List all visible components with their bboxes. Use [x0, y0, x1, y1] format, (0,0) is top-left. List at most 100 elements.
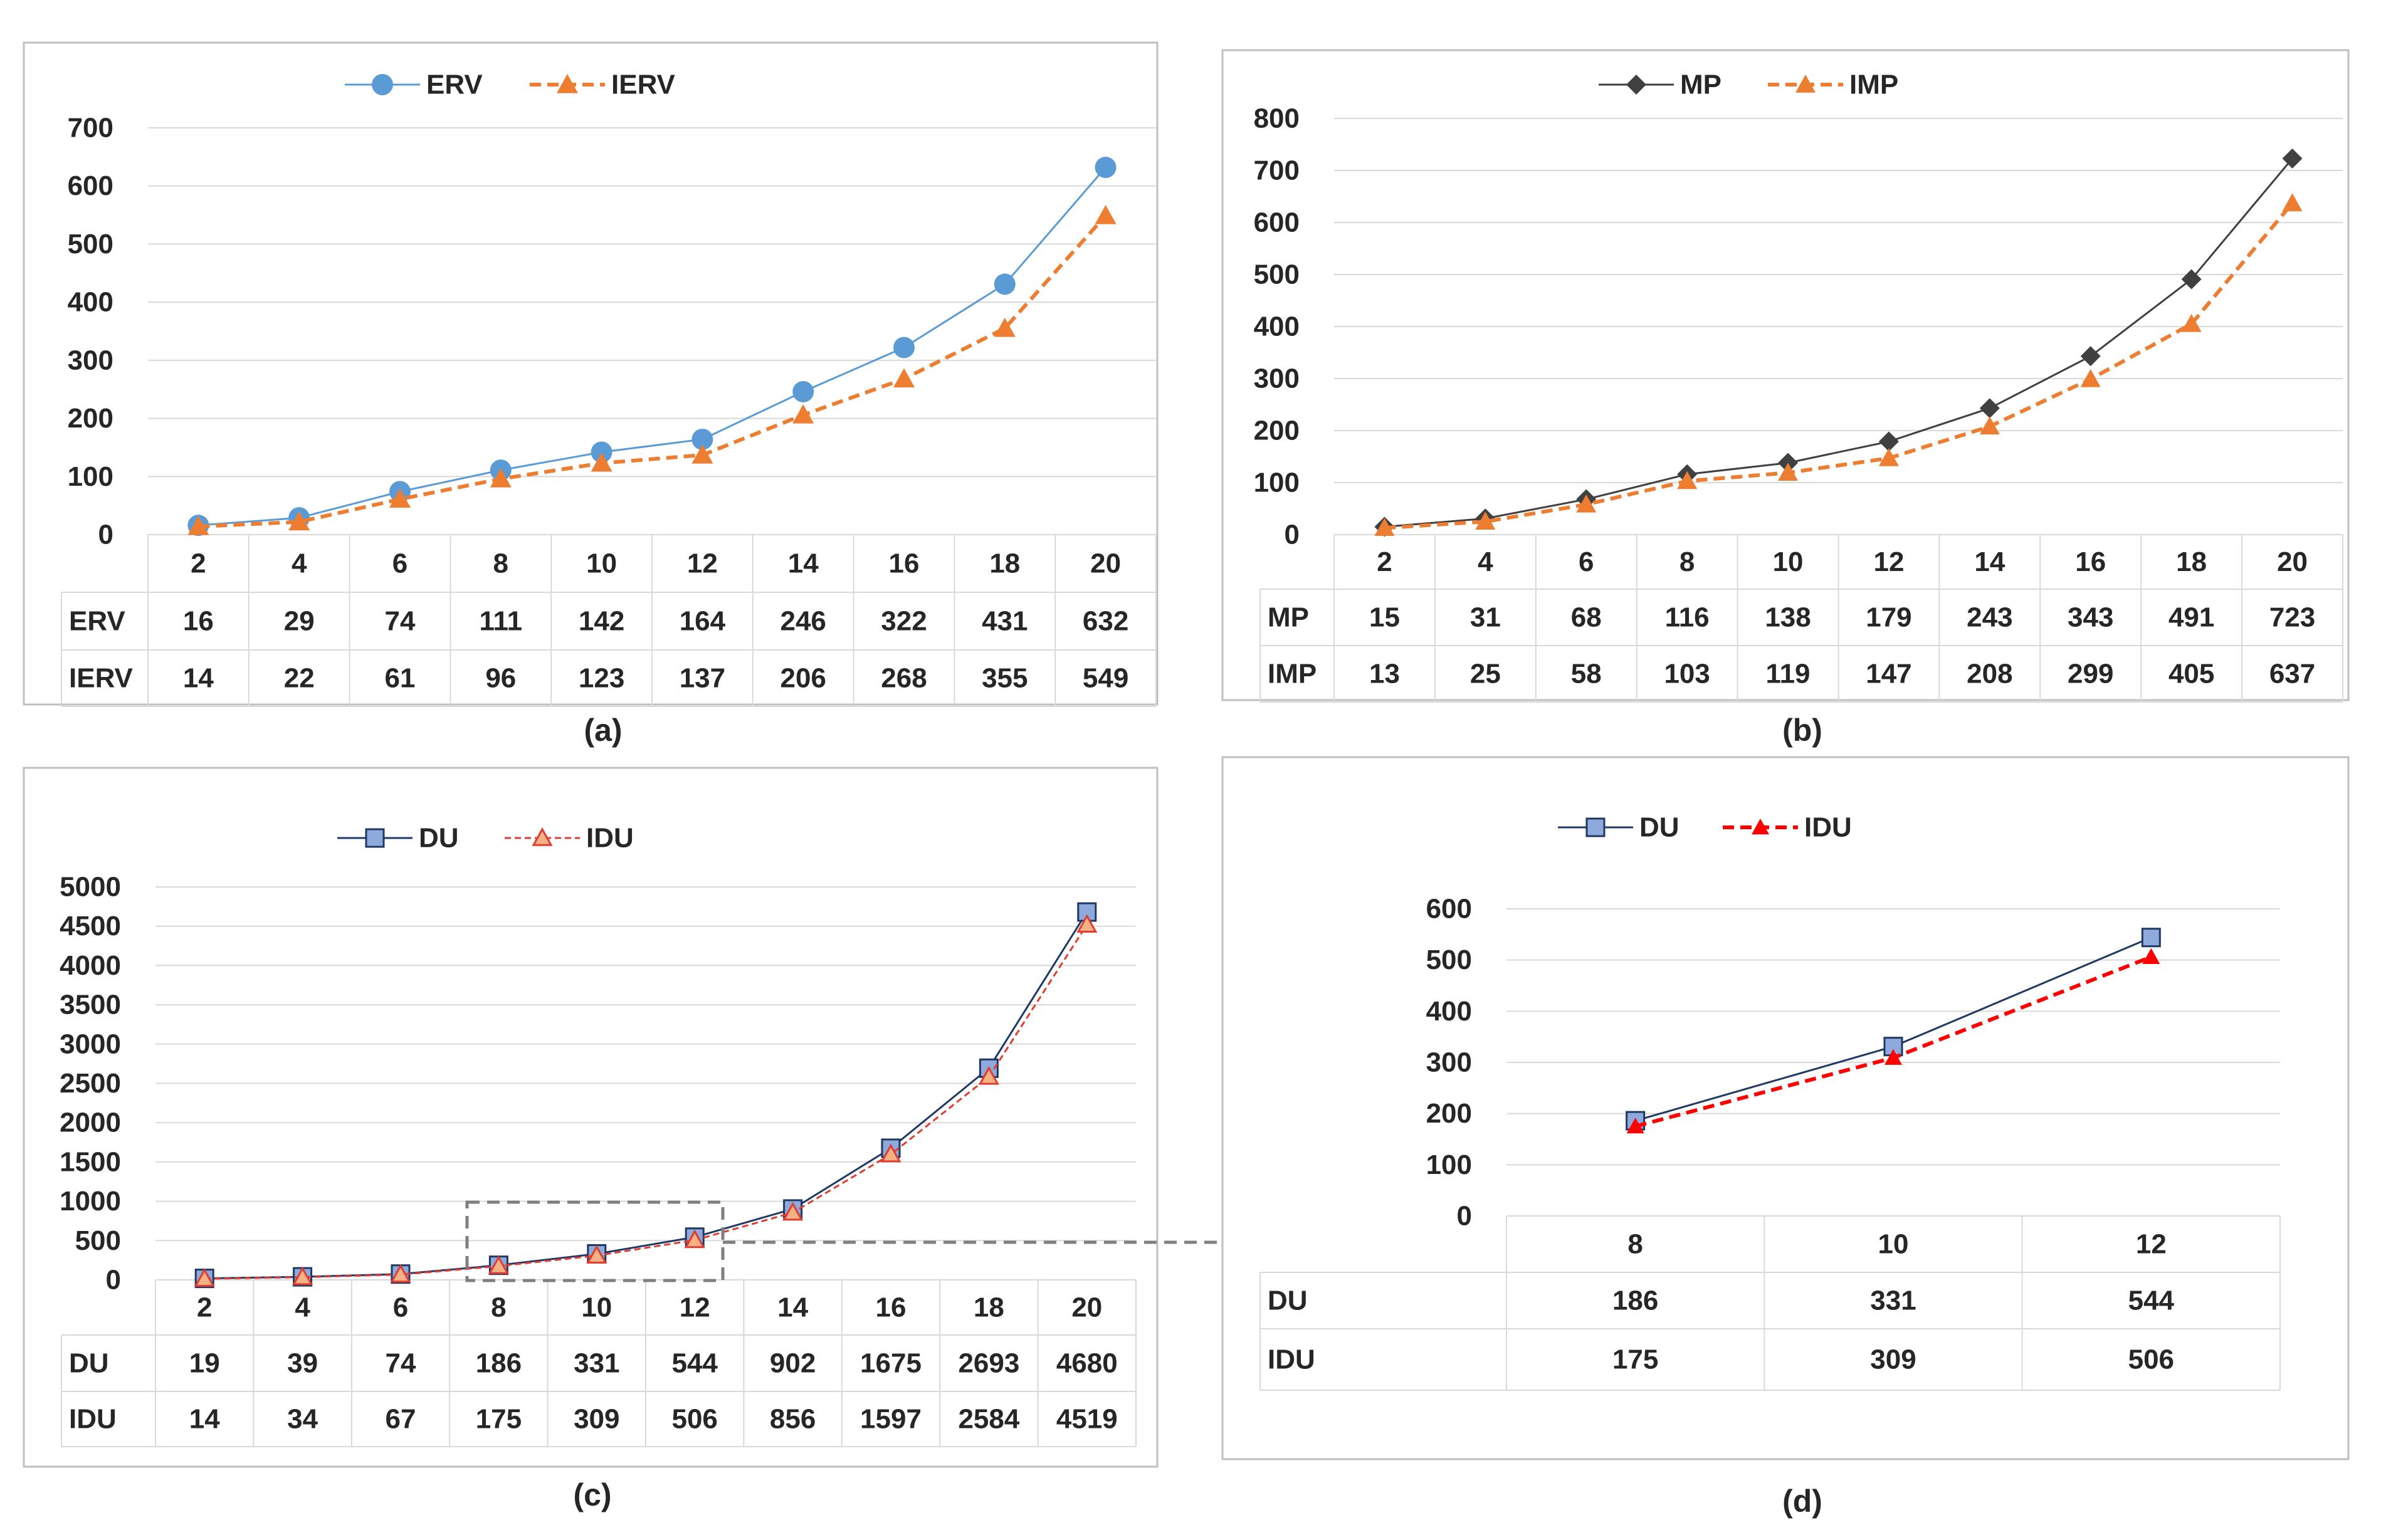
- x-tick-label: 2: [1377, 547, 1392, 577]
- table-cell-value: 4519: [1056, 1404, 1118, 1435]
- table-cell-value: 123: [579, 663, 624, 694]
- table-cell-value: 137: [680, 663, 725, 694]
- table-cell-value: 309: [1870, 1344, 1916, 1375]
- y-tick-label: 400: [1426, 996, 1472, 1027]
- x-tick-label: 8: [1679, 547, 1695, 577]
- table-cell-value: 549: [1083, 663, 1128, 694]
- y-tick-label: 1500: [60, 1146, 121, 1177]
- series-line: [204, 924, 1088, 1280]
- y-tick-label: 200: [1254, 416, 1300, 446]
- data-point: [1979, 398, 2000, 419]
- legend: DU IDU: [337, 823, 634, 854]
- table-cell-value: 186: [476, 1348, 522, 1379]
- legend-marker: [1626, 75, 1646, 95]
- data-point: [880, 1143, 901, 1163]
- table-cell-value: 309: [574, 1404, 619, 1435]
- table-cell-value: 243: [1967, 602, 2012, 633]
- table-series-label: IDU: [1268, 1344, 1315, 1375]
- table-cell-value: 632: [1083, 606, 1128, 637]
- table-series-label: IDU: [69, 1404, 117, 1435]
- data-point: [1878, 448, 1899, 466]
- data-point: [1778, 463, 1799, 481]
- x-tick-label: 20: [1071, 1292, 1102, 1323]
- panel-frame: [23, 767, 1159, 1468]
- x-tick-label: 6: [393, 1292, 408, 1323]
- table-cell-value: 67: [386, 1404, 416, 1435]
- x-tick-label: 12: [1873, 547, 1904, 577]
- table-cell-value: 58: [1571, 659, 1602, 689]
- table-cell-value: 355: [982, 663, 1028, 694]
- legend-label: MP: [1680, 70, 1721, 100]
- table-cell-value: 14: [189, 1404, 220, 1435]
- data-point: [1878, 431, 1899, 452]
- x-tick-label: 12: [680, 1292, 710, 1323]
- panel-caption: (d): [1782, 1484, 1822, 1519]
- table-cell-value: 179: [1866, 602, 1911, 633]
- table-cell-value: 902: [770, 1348, 816, 1379]
- x-tick-label: 4: [295, 1292, 310, 1323]
- table-cell-value: 74: [386, 1348, 416, 1379]
- table-cell-value: 138: [1765, 602, 1811, 633]
- y-tick-label: 200: [1426, 1098, 1472, 1129]
- legend-marker: [532, 827, 553, 846]
- x-tick-label: 14: [788, 548, 819, 579]
- y-tick-label: 100: [1426, 1150, 1472, 1180]
- table-cell-value: 68: [1571, 602, 1602, 633]
- x-tick-label: 10: [1773, 547, 1804, 577]
- y-tick-label: 400: [68, 287, 113, 318]
- y-tick-label: 2000: [60, 1108, 121, 1138]
- legend-marker: [365, 828, 385, 848]
- table-cell-value: 506: [671, 1404, 717, 1435]
- data-point: [2282, 148, 2303, 169]
- data-point: [792, 404, 814, 424]
- data-point: [488, 1255, 509, 1274]
- series-imp: [1374, 193, 2303, 537]
- data-table: 2 4 6 8 10 12 14 16 18 20 DU 19 39 74 186 331 544 902 1675…: [61, 1279, 1137, 1447]
- table-cell-value: 19: [189, 1348, 220, 1379]
- legend: MP IMP: [1599, 70, 1898, 100]
- table-cell-value: 111: [480, 606, 523, 637]
- x-tick-label: 10: [1878, 1229, 1909, 1260]
- legend-label: IMP: [1849, 70, 1898, 100]
- x-tick-label: 8: [1627, 1229, 1643, 1260]
- table-cell-value: 175: [1612, 1344, 1658, 1375]
- data-point: [389, 488, 411, 508]
- data-point: [1626, 1118, 1644, 1134]
- table-cell-value: 431: [982, 606, 1028, 637]
- table-series-label: MP: [1268, 602, 1309, 633]
- y-tick-label: 100: [1254, 468, 1300, 498]
- table-cell-value: 723: [2269, 602, 2315, 633]
- legend-label: ERV: [426, 70, 483, 100]
- zoom-indicator-layer: [465, 1200, 1222, 1282]
- x-tick-label: 18: [974, 1292, 1004, 1323]
- table-cell-value: 142: [579, 606, 624, 637]
- table-cell-value: 343: [2068, 602, 2113, 633]
- table-series-label: DU: [69, 1348, 109, 1379]
- data-point: [684, 1229, 705, 1249]
- x-tick-label: 4: [1478, 547, 1493, 577]
- series-du: [1626, 928, 2161, 1131]
- data-point: [292, 1266, 313, 1286]
- y-tick-label: 2500: [60, 1068, 121, 1099]
- table-cell-value: 4680: [1056, 1348, 1118, 1379]
- table-cell-value: 34: [287, 1404, 318, 1435]
- table-cell-value: 13: [1369, 659, 1400, 689]
- table-cell-value: 186: [1612, 1286, 1658, 1316]
- panel-frame: [1221, 756, 2350, 1460]
- table-cell-value: 544: [671, 1348, 718, 1379]
- table-cell-value: 96: [485, 663, 516, 694]
- x-tick-label: 2: [191, 548, 206, 579]
- y-tick-label: 0: [98, 520, 113, 550]
- table-series-label: IMP: [1268, 659, 1317, 689]
- x-tick-label: 14: [777, 1292, 808, 1323]
- table-cell-value: 29: [284, 606, 315, 637]
- data-point: [490, 468, 512, 488]
- table-cell-value: 1597: [860, 1404, 922, 1435]
- x-tick-label: 12: [687, 548, 718, 579]
- series-line: [198, 214, 1107, 529]
- data-point: [792, 380, 814, 402]
- table-series-label: IERV: [69, 663, 134, 694]
- x-tick-label: 6: [392, 548, 407, 579]
- data-point: [586, 1245, 607, 1264]
